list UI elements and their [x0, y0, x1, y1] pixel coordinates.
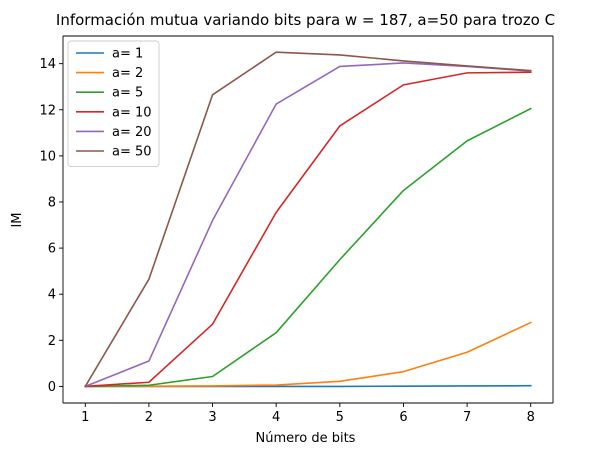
x-tick-label: 2 — [145, 410, 153, 425]
y-tick-label: 12 — [39, 103, 56, 118]
x-tick-label: 4 — [272, 410, 280, 425]
x-tick-label: 6 — [399, 410, 407, 425]
legend: a= 1 a= 2 a= 5 a= 10 a= 20 a= 50 — [67, 40, 160, 168]
legend-label: a= 10 — [112, 105, 152, 120]
series-line-5 — [84, 51, 532, 388]
y-tick-label: 0 — [48, 380, 56, 395]
y-tick-label: 10 — [39, 149, 56, 164]
x-tick-label: 1 — [81, 410, 89, 425]
y-tick-label: 2 — [48, 334, 56, 349]
legend-label: a= 50 — [112, 145, 152, 160]
legend-label: a= 2 — [112, 66, 143, 81]
series-line-3 — [84, 71, 532, 388]
y-tick-label: 4 — [48, 288, 56, 303]
legend-label: a= 20 — [112, 125, 152, 140]
x-tick-label: 8 — [527, 410, 535, 425]
x-tick-label: 3 — [208, 410, 216, 425]
legend-label: a= 5 — [112, 86, 143, 101]
y-axis-label: IM — [10, 212, 25, 227]
chart-title: Información mutua variando bits para w =… — [56, 11, 555, 29]
x-tick-label: 5 — [336, 410, 344, 425]
series-line-2 — [84, 107, 532, 388]
y-tick-label: 14 — [39, 57, 56, 72]
series-line-1 — [84, 321, 532, 388]
legend-label: a= 1 — [112, 47, 143, 62]
x-tick-label: 7 — [463, 410, 471, 425]
y-tick-label: 6 — [48, 242, 56, 257]
y-tick-label: 8 — [48, 195, 56, 210]
x-axis-label: Número de bits — [256, 431, 356, 446]
